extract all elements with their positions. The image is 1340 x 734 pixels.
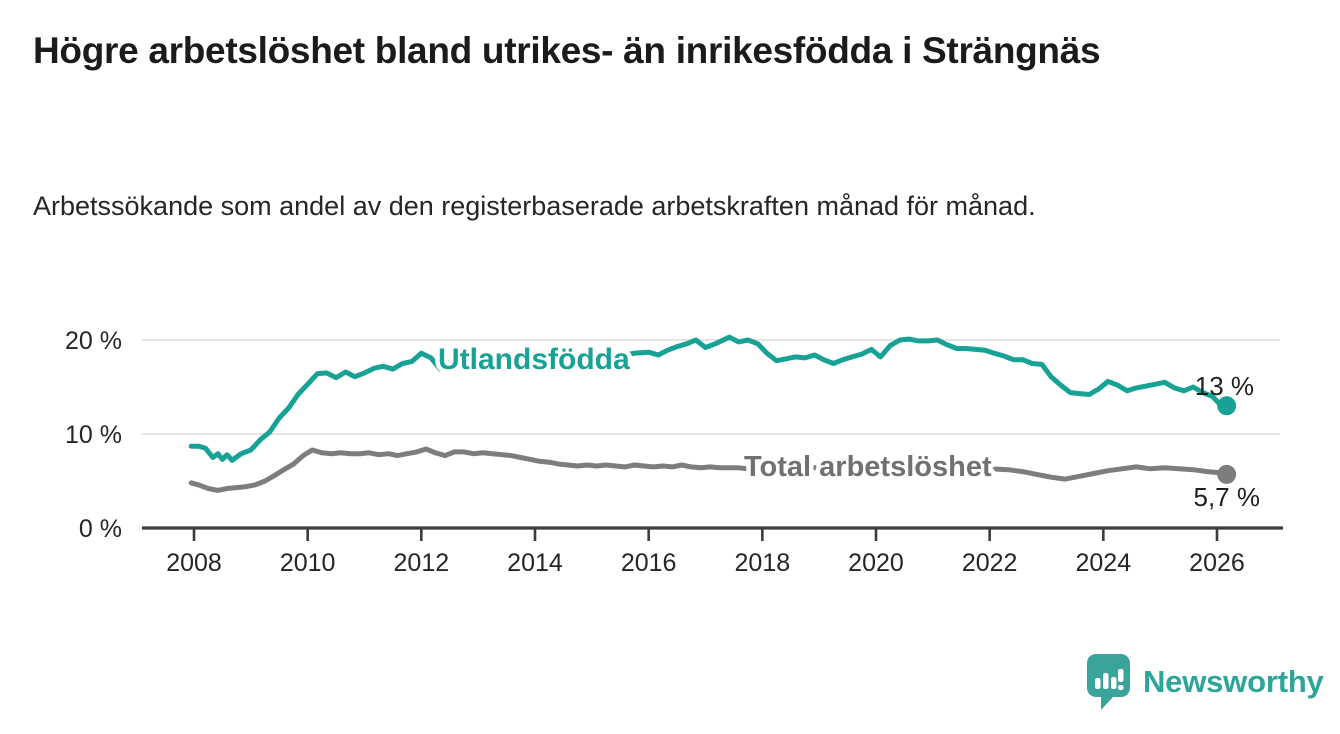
x-tick-label: 2022 [962,549,1018,577]
series-inline-label: Utlandsfödda [438,343,630,376]
bar-chart-glyph [1095,669,1124,690]
axis-group: 0 % 10 % 20 % 2008 2010 2012 2014 2016 2018 2020 2… [65,327,1283,577]
series-end-dot [1217,396,1237,416]
x-tick-label: 2024 [1076,549,1132,577]
series-line-utlandsfodda [188,334,1230,463]
x-tick-label: 2014 [507,549,563,577]
series-end-dot [1217,464,1237,484]
y-tick-label: 0 % [79,515,122,543]
series-line-total [188,446,1230,493]
series-group [188,334,1237,493]
x-tick-label: 2020 [848,549,904,577]
y-tick-label: 10 % [65,421,122,449]
newsworthy-logo-text: Newsworthy [1143,664,1324,699]
x-tick-label: 2012 [394,549,450,577]
chart-subtitle: Arbetssökande som andel av den registerb… [33,191,1036,221]
series-end-value-label: 5,7 % [1194,482,1261,512]
y-tick-label: 20 % [65,327,122,355]
series-inline-label: Total arbetslöshet [744,451,992,483]
x-tick-label: 2026 [1189,549,1245,577]
x-tick-label: 2008 [166,549,222,577]
x-tick-label: 2018 [735,549,791,577]
page-title: Högre arbetslöshet bland utrikes- än inr… [33,30,1101,71]
gridlines-group [142,339,1280,435]
labels-group: Utlandsfödda Total arbetslöshet 13 % 5,7 % [434,339,1261,513]
newsworthy-logo: Newsworthy [1086,653,1324,711]
series-end-value-label: 13 % [1195,371,1254,401]
newsworthy-logo-icon [1087,654,1130,710]
x-tick-label: 2016 [621,549,677,577]
x-tick-label: 2010 [280,549,336,577]
